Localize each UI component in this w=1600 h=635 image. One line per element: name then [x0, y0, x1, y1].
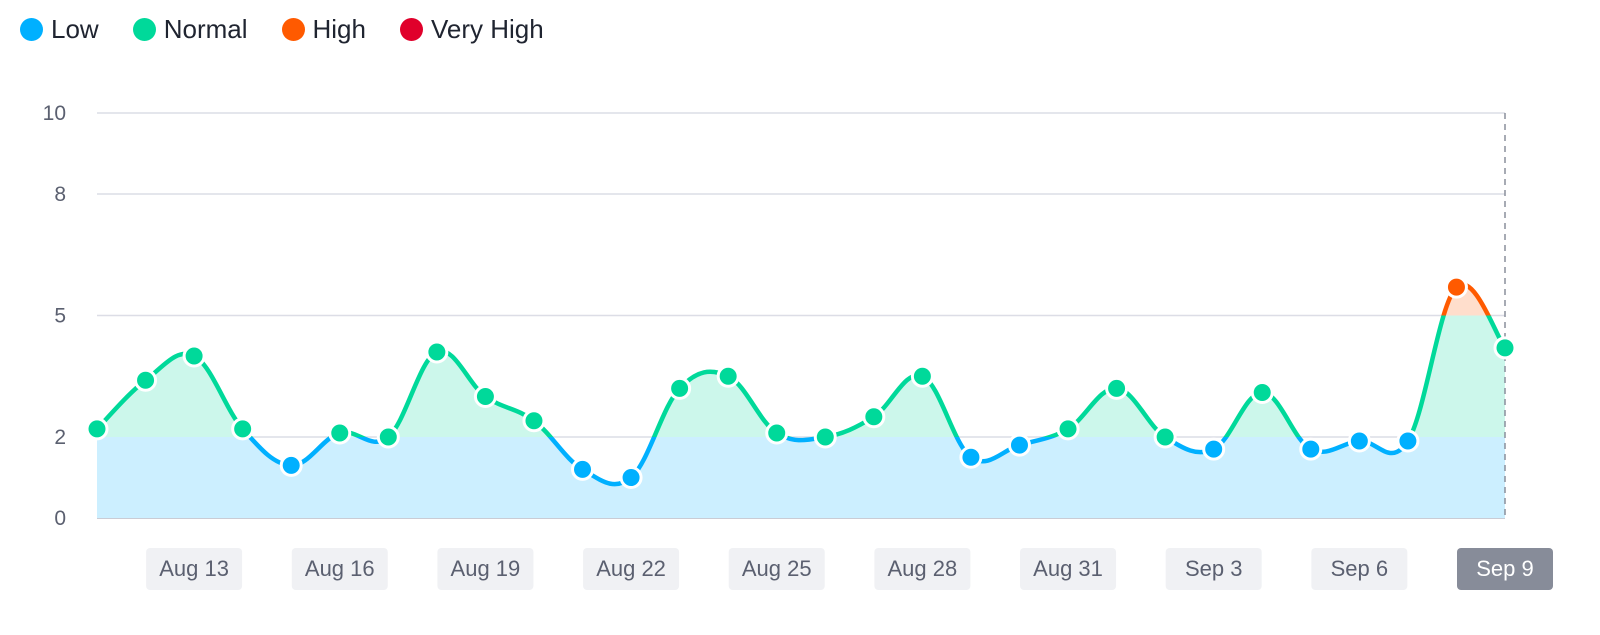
x-tick-badge — [437, 548, 534, 590]
data-point — [1347, 429, 1371, 453]
data-point — [668, 376, 692, 400]
x-tick-aug-31: Aug 31 — [1020, 548, 1117, 590]
y-tick-label: 10 — [43, 102, 66, 125]
legend-item-very-high[interactable]: Very High — [399, 14, 544, 45]
x-tick-label: Aug 19 — [451, 556, 521, 581]
x-tick-label: Aug 28 — [888, 556, 958, 581]
legend-dot-low — [20, 18, 43, 41]
data-point — [1007, 433, 1031, 457]
data-point — [813, 425, 837, 449]
area-fill-normal — [97, 315, 1505, 437]
y-tick-label: 2 — [54, 426, 66, 449]
x-tick-label: Aug 16 — [305, 556, 375, 581]
data-point — [1250, 380, 1274, 404]
data-points — [85, 275, 1517, 489]
x-tick-sep-6: Sep 6 — [1311, 548, 1408, 590]
data-point — [1202, 437, 1226, 461]
data-point — [328, 421, 352, 445]
data-point — [765, 421, 789, 445]
y-tick-label: 8 — [54, 183, 66, 206]
data-point — [959, 445, 983, 469]
x-tick-aug-25: Aug 25 — [728, 548, 825, 590]
legend-item-normal[interactable]: Normal — [132, 14, 248, 45]
legend-label-normal: Normal — [163, 14, 248, 44]
x-tick-label: Aug 31 — [1033, 556, 1103, 581]
data-point — [1493, 336, 1517, 360]
data-point — [376, 425, 400, 449]
x-tick-badge — [146, 548, 243, 590]
legend-dot-high — [281, 18, 305, 41]
data-point — [279, 453, 303, 477]
x-tick-badge — [583, 548, 680, 590]
legend-item-high[interactable]: High — [281, 14, 366, 45]
x-tick-label: Aug 25 — [742, 556, 812, 581]
data-point — [473, 385, 497, 408]
x-axis: Aug 13 Aug 16 Aug 19 Aug 22 Aug 25 Aug 28 Aug … — [146, 548, 1553, 590]
x-tick-badge — [1020, 548, 1117, 590]
legend-label-very-high: Very High — [430, 14, 544, 44]
data-point — [1444, 275, 1468, 299]
data-point — [231, 417, 255, 441]
area-fills — [97, 284, 1505, 518]
data-point — [1396, 429, 1420, 453]
data-point — [716, 364, 740, 388]
data-point — [571, 457, 595, 481]
legend-label-high: High — [312, 14, 366, 44]
data-point — [182, 344, 206, 368]
data-point — [425, 340, 449, 364]
y-axis: 0 2 5 8 10 — [43, 102, 66, 530]
y-tick-label: 0 — [54, 507, 66, 530]
x-tick-badge — [1165, 548, 1262, 590]
area-fill-low — [97, 437, 1505, 518]
x-tick-label: Aug 22 — [596, 556, 666, 581]
x-tick-sep-3: Sep 3 — [1165, 548, 1262, 590]
data-point — [619, 466, 643, 489]
x-tick-aug-22: Aug 22 — [583, 548, 680, 590]
data-point — [910, 364, 934, 388]
x-tick-badge — [1311, 548, 1408, 590]
x-tick-label: Sep 9 — [1476, 556, 1534, 581]
x-tick-badge — [291, 548, 388, 590]
legend-label-low: Low — [51, 14, 99, 44]
data-point — [1056, 417, 1080, 441]
data-point — [1153, 425, 1177, 449]
legend-item-low[interactable]: Low — [20, 14, 99, 45]
x-tick-aug-28: Aug 28 — [874, 548, 971, 590]
x-tick-label: Aug 13 — [159, 556, 229, 581]
x-tick-aug-19: Aug 19 — [437, 548, 534, 590]
legend-dot-very-high — [399, 18, 423, 41]
legend: Low Normal High Very High — [20, 14, 544, 45]
line-segment-low — [246, 437, 1413, 487]
x-tick-sep-9: Sep 9 — [1457, 548, 1553, 590]
legend-dot-normal — [132, 18, 156, 41]
x-tick-aug-13: Aug 13 — [146, 548, 243, 590]
x-tick-label: Sep 6 — [1331, 556, 1389, 581]
x-tick-aug-16: Aug 16 — [291, 548, 388, 590]
x-tick-badge — [874, 548, 971, 590]
x-tick-label: Sep 3 — [1185, 556, 1243, 581]
x-tick-badge — [1457, 548, 1553, 590]
x-tick-badge — [728, 548, 825, 590]
data-point — [1105, 376, 1129, 400]
data-point — [134, 368, 158, 392]
data-point — [522, 409, 546, 433]
data-point — [1299, 437, 1323, 461]
y-tick-label: 5 — [54, 305, 66, 328]
data-point — [85, 417, 109, 441]
data-point — [862, 405, 886, 429]
